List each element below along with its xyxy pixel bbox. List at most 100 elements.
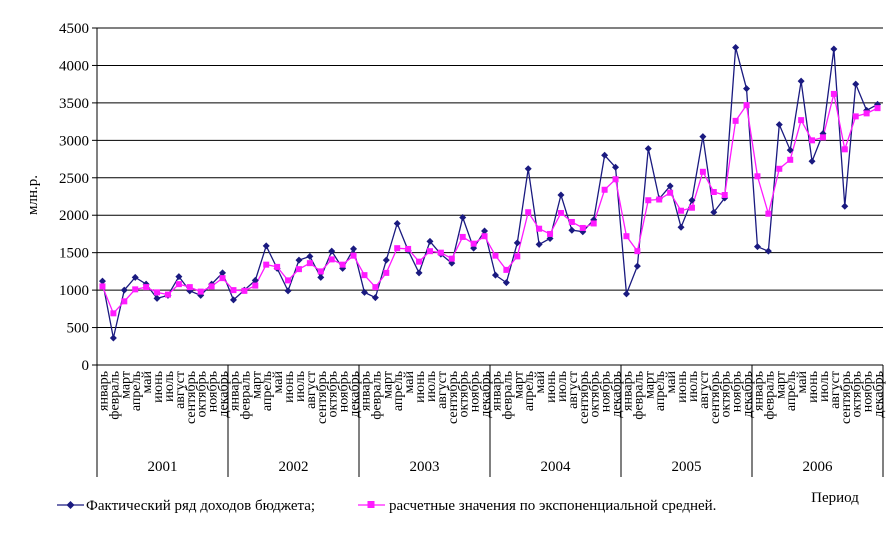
data-point-actual — [797, 77, 805, 85]
data-point-forecast — [132, 286, 139, 293]
data-point-actual — [852, 80, 860, 88]
x-tick-label: октябрь — [457, 371, 472, 418]
data-point-forecast — [547, 230, 554, 237]
x-tick-label: январь — [227, 371, 242, 411]
data-point-actual — [786, 146, 794, 154]
data-point-actual — [644, 145, 652, 153]
x-tick-label: март — [380, 371, 395, 399]
data-point-actual — [601, 151, 609, 159]
data-point-forecast — [830, 90, 837, 97]
data-point-actual — [841, 202, 849, 210]
data-point-forecast — [743, 102, 750, 109]
data-point-forecast — [459, 233, 466, 240]
x-tick-label: июнь — [675, 371, 690, 403]
data-point-forecast — [274, 263, 281, 270]
x-tick-label: апрель — [391, 371, 406, 411]
x-tick-label: август — [173, 371, 188, 409]
data-point-actual — [360, 288, 368, 296]
data-point-forecast — [525, 209, 532, 216]
data-point-actual — [699, 133, 707, 141]
x-tick-label: январь — [358, 371, 373, 411]
x-axis: январьфевральмартапрельмайиюньиюльавгуст… — [96, 364, 887, 477]
x-tick-label: июнь — [282, 371, 297, 403]
data-point-actual — [830, 45, 838, 53]
x-axis-label: Период — [811, 490, 859, 506]
x-tick-label: ноябрь — [599, 371, 614, 412]
x-tick-label: август — [828, 371, 843, 409]
x-tick-label: февраль — [369, 371, 384, 420]
data-point-actual — [251, 276, 259, 284]
x-tick-label: август — [304, 371, 319, 409]
year-label: 2005 — [672, 459, 702, 475]
data-point-actual — [175, 273, 183, 281]
data-point-forecast — [252, 282, 259, 289]
data-point-forecast — [645, 197, 652, 204]
data-point-forecast — [514, 253, 521, 260]
year-label: 2006 — [803, 459, 834, 475]
data-point-forecast — [721, 192, 728, 199]
x-tick-label: октябрь — [588, 371, 603, 418]
legend-label-forecast: расчетные значения по экспоненциальной с… — [389, 498, 716, 514]
data-point-forecast — [809, 137, 816, 144]
x-tick-label: сентябрь — [446, 371, 461, 424]
data-point-actual — [98, 277, 106, 285]
data-point-forecast — [361, 272, 368, 279]
x-tick-label: сентябрь — [184, 371, 199, 424]
x-tick-label: март — [511, 371, 526, 399]
data-point-forecast — [285, 277, 292, 284]
legend-marker-forecast — [367, 501, 375, 508]
data-point-forecast — [863, 110, 870, 117]
x-tick-label: сентябрь — [577, 371, 592, 424]
data-point-actual — [753, 243, 761, 251]
data-point-forecast — [121, 298, 128, 305]
data-point-actual — [459, 213, 467, 221]
data-point-forecast — [470, 240, 477, 247]
y-tick-label: 0 — [82, 358, 90, 374]
data-point-forecast — [699, 168, 706, 175]
data-point-actual — [743, 85, 751, 93]
x-tick-label: февраль — [238, 371, 253, 420]
data-point-forecast — [448, 255, 455, 262]
x-tick-label: апрель — [522, 371, 537, 411]
data-point-forecast — [263, 261, 270, 268]
x-tick-label: апрель — [653, 371, 668, 411]
x-tick-label: декабрь — [872, 371, 887, 418]
legend: Фактический ряд доходов бюджета; расчетн… — [57, 498, 716, 514]
data-point-actual — [295, 256, 303, 264]
data-point-forecast — [219, 275, 226, 282]
data-point-forecast — [557, 209, 564, 216]
data-point-actual — [622, 290, 630, 298]
x-tick-label: ноябрь — [861, 371, 876, 412]
y-tick-label: 4000 — [59, 58, 89, 74]
data-point-forecast — [765, 210, 772, 217]
y-axis-label: млн.р. — [25, 175, 41, 215]
x-tick-label: июль — [293, 371, 308, 402]
data-point-forecast — [175, 281, 182, 288]
data-point-forecast — [416, 258, 423, 265]
x-tick-label: май — [533, 371, 548, 394]
year-label: 2001 — [148, 459, 178, 475]
data-point-forecast — [852, 113, 859, 120]
x-tick-label: май — [795, 371, 810, 394]
data-point-forecast — [874, 105, 881, 112]
x-tick-label: октябрь — [850, 371, 865, 418]
data-point-forecast — [492, 252, 499, 259]
y-tick-label: 1000 — [59, 283, 89, 299]
data-point-actual — [426, 237, 434, 245]
y-axis: 0 500 1000 1500 2000 2500 3000 3500 4000 4500 — [59, 21, 98, 374]
data-point-forecast — [776, 165, 783, 172]
x-tick-label: июнь — [544, 371, 559, 403]
data-point-forecast — [328, 256, 335, 263]
data-point-forecast — [612, 176, 619, 183]
data-point-actual — [131, 273, 139, 281]
data-point-forecast — [623, 233, 630, 240]
data-point-actual — [382, 256, 390, 264]
data-point-actual — [557, 191, 565, 199]
data-point-forecast — [110, 310, 117, 317]
x-tick-label: сентябрь — [315, 371, 330, 424]
data-point-actual — [677, 223, 685, 231]
data-point-actual — [633, 262, 641, 270]
series-line-actual — [101, 47, 878, 339]
data-point-actual — [568, 226, 576, 234]
